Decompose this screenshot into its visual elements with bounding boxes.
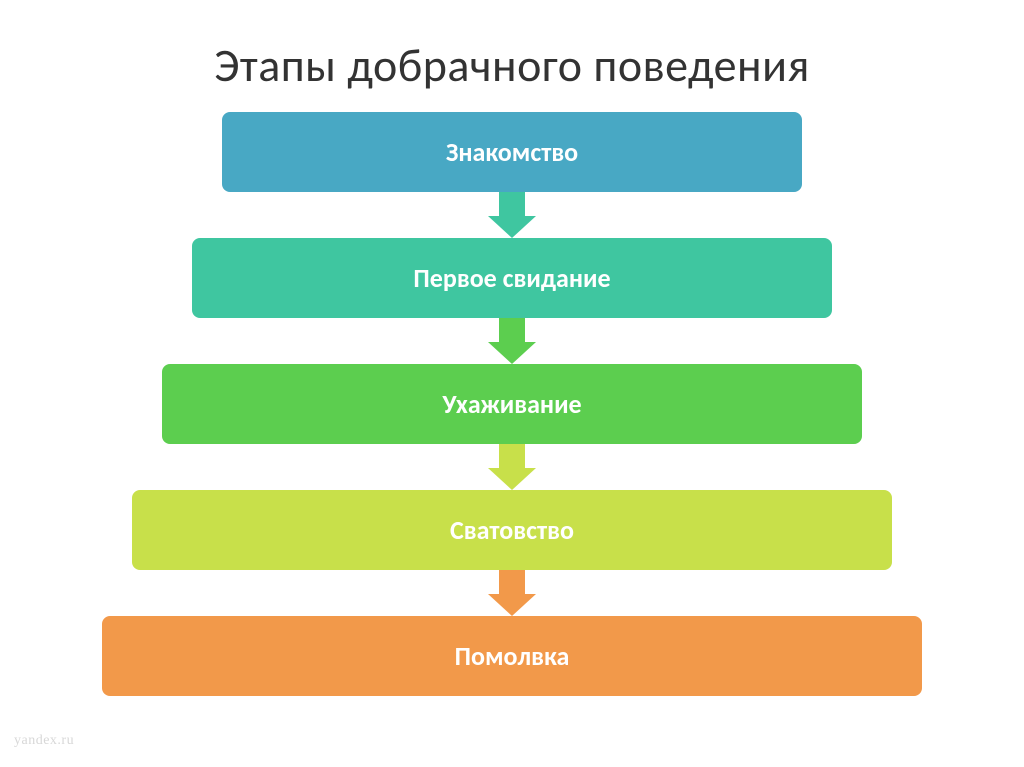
stage-3-label: Сватовство (450, 514, 574, 546)
stage-4: Помолвка (102, 616, 922, 696)
stage-0-label: Знакомство (446, 136, 578, 168)
watermark: yandex.ru (14, 733, 74, 749)
arrow-1 (488, 318, 536, 364)
stage-1-label: Первое свидание (413, 262, 610, 294)
stage-4-label: Помолвка (455, 640, 570, 672)
arrow-0 (488, 192, 536, 238)
flow-diagram: Знакомство Первое свидание Ухаживание Св… (0, 112, 1024, 696)
stage-2-label: Ухаживание (442, 388, 581, 420)
stage-1: Первое свидание (192, 238, 832, 318)
arrow-2 (488, 444, 536, 490)
stage-3: Сватовство (132, 490, 892, 570)
arrow-3 (488, 570, 536, 616)
stage-0: Знакомство (222, 112, 802, 192)
stage-2: Ухаживание (162, 364, 862, 444)
slide-title: Этапы добрачного поведения (0, 0, 1024, 94)
